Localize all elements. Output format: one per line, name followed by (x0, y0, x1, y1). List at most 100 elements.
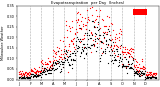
Point (139, 73, 142, 74)
Point (47, 69, 49, 71)
Point (146, 77, 148, 79)
Point (87, 18, 90, 20)
Point (152, 73, 155, 75)
Point (154, 72, 157, 74)
Point (64, 24, 67, 26)
Point (86, 10, 89, 11)
Point (68, 25, 70, 27)
Point (99, 40, 101, 42)
Point (82, 49, 85, 51)
Point (37, 74, 40, 76)
Point (120, 30, 122, 32)
Point (68, 64, 71, 65)
Point (19, 73, 22, 75)
Point (102, 31, 105, 32)
Point (49, 61, 51, 62)
Point (135, 61, 138, 63)
Point (36, 75, 38, 76)
Point (77, 48, 80, 49)
Point (39, 70, 41, 72)
Point (101, 42, 104, 43)
Point (90, 44, 92, 45)
Point (131, 59, 134, 60)
Point (40, 60, 42, 61)
Point (154, 72, 156, 73)
Point (46, 63, 49, 64)
Point (66, 37, 69, 38)
Point (74, 52, 76, 53)
Point (48, 69, 50, 70)
Point (134, 72, 137, 74)
Point (68, 27, 71, 29)
Point (32, 70, 35, 72)
Point (68, 64, 70, 65)
Point (92, 25, 95, 27)
Point (113, 45, 115, 47)
Point (130, 68, 133, 69)
Point (58, 56, 60, 57)
Point (112, 48, 114, 49)
Point (153, 73, 156, 74)
Point (81, 50, 84, 51)
Point (52, 64, 55, 66)
Point (17, 77, 20, 78)
Point (45, 62, 48, 64)
Point (78, 27, 81, 29)
Point (138, 72, 140, 74)
Point (79, 41, 81, 42)
Point (148, 71, 150, 73)
Point (51, 50, 54, 51)
Point (21, 70, 24, 72)
Point (133, 73, 135, 74)
Point (23, 73, 26, 74)
Point (77, 20, 80, 21)
Point (80, 46, 83, 48)
Point (24, 72, 27, 74)
Point (18, 73, 21, 74)
Point (47, 69, 50, 70)
Point (99, 28, 102, 29)
Point (146, 76, 148, 77)
Point (148, 76, 151, 78)
Point (90, 15, 93, 16)
Point (57, 48, 60, 49)
Point (65, 58, 68, 60)
Point (22, 77, 25, 78)
Point (136, 70, 139, 72)
Point (40, 61, 43, 63)
Point (77, 12, 79, 13)
Point (44, 73, 46, 74)
Point (94, 40, 97, 42)
Point (72, 42, 74, 44)
Point (105, 16, 108, 17)
Point (147, 77, 150, 78)
Point (37, 71, 40, 72)
Point (105, 26, 108, 27)
Point (54, 69, 56, 70)
Point (140, 60, 143, 62)
Point (23, 77, 26, 79)
Point (116, 50, 119, 51)
Point (32, 70, 34, 72)
Point (87, 34, 90, 35)
Point (55, 51, 58, 53)
Point (70, 40, 73, 41)
Point (108, 46, 111, 47)
Point (150, 74, 153, 75)
Point (45, 70, 48, 71)
Point (86, 21, 88, 23)
Point (137, 69, 140, 71)
Point (103, 38, 105, 39)
Point (20, 78, 22, 79)
Point (117, 59, 120, 61)
Point (108, 50, 111, 51)
Point (87, 19, 90, 21)
Point (114, 54, 116, 55)
Point (30, 70, 33, 71)
Point (41, 68, 44, 69)
Point (66, 60, 68, 61)
Point (50, 63, 53, 64)
Point (142, 66, 144, 67)
Point (117, 36, 120, 38)
Point (133, 65, 136, 67)
